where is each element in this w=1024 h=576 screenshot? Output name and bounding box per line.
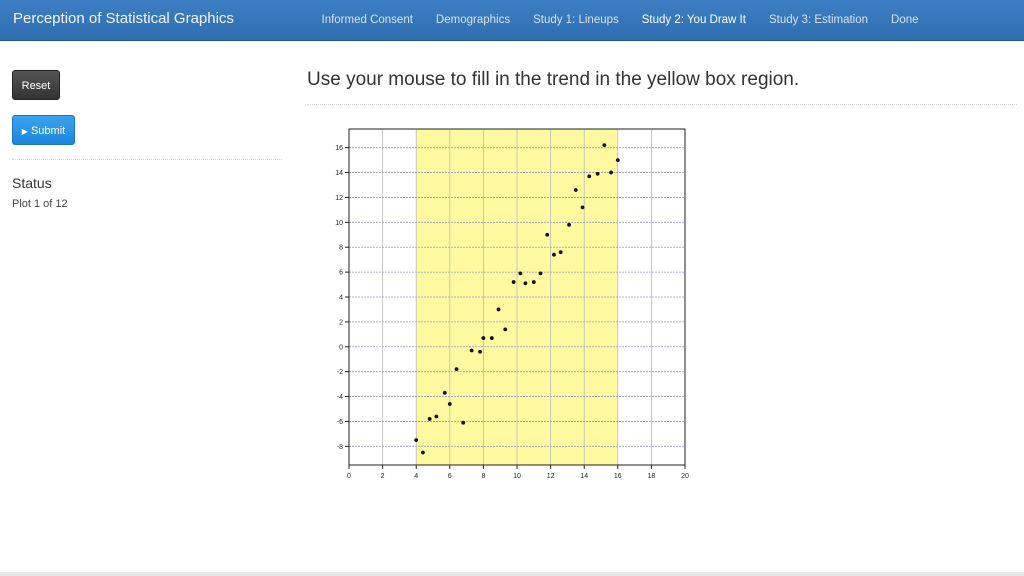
data-point bbox=[587, 174, 592, 179]
y-tick-label: 8 bbox=[339, 245, 343, 252]
y-tick-label: 0 bbox=[339, 344, 343, 351]
you-draw-it-plot[interactable]: 0 2 4 6 8 10 12 14 16 18 20 -8 -6 -4 -2 0 2 4 6 8 10 12 14 16 bbox=[330, 122, 700, 489]
data-point bbox=[523, 281, 528, 286]
y-tick-label: 6 bbox=[339, 270, 343, 277]
y-tick-label: -4 bbox=[337, 394, 343, 401]
main-divider bbox=[307, 104, 1017, 105]
nav-study2-you-draw-it[interactable]: Study 2: You Draw It bbox=[641, 14, 746, 26]
y-tick-label: -2 bbox=[337, 369, 343, 376]
data-point bbox=[531, 280, 536, 284]
data-point bbox=[518, 271, 523, 276]
data-point bbox=[567, 222, 571, 227]
x-tick-label: 6 bbox=[448, 473, 452, 480]
data-point bbox=[503, 327, 508, 332]
data-point bbox=[552, 252, 556, 257]
data-point bbox=[545, 232, 550, 237]
y-tick-label: -8 bbox=[337, 444, 343, 451]
x-tick-label: 20 bbox=[681, 473, 689, 480]
data-point bbox=[602, 143, 607, 148]
x-tick-label: 14 bbox=[580, 473, 588, 480]
x-tick-label: 12 bbox=[547, 473, 555, 480]
app-brand[interactable]: Perception of Statistical Graphics bbox=[13, 10, 234, 27]
x-tick-label: 16 bbox=[614, 473, 622, 480]
data-point bbox=[414, 438, 419, 443]
data-point bbox=[580, 205, 585, 210]
reset-button[interactable]: Reset bbox=[12, 70, 60, 100]
sidebar-divider bbox=[12, 159, 282, 160]
data-point bbox=[469, 348, 474, 353]
nav-informed-consent[interactable]: Informed Consent bbox=[321, 14, 413, 26]
data-point bbox=[558, 250, 563, 255]
data-point bbox=[461, 420, 466, 425]
data-point bbox=[481, 336, 486, 340]
nav-demographics[interactable]: Demographics bbox=[435, 14, 511, 26]
scatter-chart[interactable]: 0 2 4 6 8 10 12 14 16 18 20 -8 -6 -4 -2 0 2 4 6 8 10 12 14 16 bbox=[330, 122, 700, 484]
y-tick-label: 10 bbox=[335, 220, 343, 227]
data-point bbox=[609, 170, 613, 175]
data-point bbox=[442, 390, 447, 395]
submit-label: Submit bbox=[30, 125, 66, 137]
data-point bbox=[511, 280, 516, 284]
instruction-heading: Use your mouse to fill in the trend in t… bbox=[307, 69, 800, 90]
data-point bbox=[421, 450, 425, 455]
data-point bbox=[447, 402, 452, 406]
x-tick-label: 0 bbox=[347, 473, 351, 480]
y-tick-label: 4 bbox=[339, 295, 343, 302]
status-heading: Status bbox=[12, 175, 52, 191]
nav-done[interactable]: Done bbox=[891, 14, 919, 26]
data-point bbox=[478, 349, 482, 354]
y-tick-label: -6 bbox=[337, 419, 343, 426]
data-point bbox=[454, 367, 459, 372]
data-point bbox=[538, 271, 543, 276]
data-point bbox=[615, 158, 620, 163]
data-point bbox=[496, 307, 501, 312]
nav-study1-lineups[interactable]: Study 1: Lineups bbox=[533, 14, 619, 26]
nav-menu: Informed Consent Demographics Study 1: L… bbox=[310, 0, 930, 40]
data-point bbox=[434, 414, 439, 419]
data-point bbox=[489, 336, 494, 340]
submit-button[interactable]: ▶ Submit bbox=[12, 115, 75, 145]
x-tick-label: 2 bbox=[381, 473, 385, 480]
data-point bbox=[573, 188, 578, 192]
y-tick-label: 16 bbox=[335, 145, 343, 152]
x-tick-label: 4 bbox=[414, 473, 418, 480]
page-bottom-border bbox=[0, 572, 1024, 576]
y-tick-label: 2 bbox=[339, 319, 343, 326]
nav-study3-estimation[interactable]: Study 3: Estimation bbox=[768, 14, 869, 26]
data-point bbox=[595, 171, 600, 176]
x-tick-label: 8 bbox=[481, 473, 485, 480]
data-point bbox=[427, 417, 432, 421]
y-tick-label: 12 bbox=[335, 195, 343, 202]
y-tick-label: 14 bbox=[335, 170, 343, 177]
navbar: Perception of Statistical Graphics Infor… bbox=[0, 0, 1024, 41]
x-tick-label: 10 bbox=[513, 473, 521, 480]
play-caret-icon: ▶ bbox=[21, 127, 28, 136]
x-tick-label: 18 bbox=[648, 473, 656, 480]
status-text: Plot 1 of 12 bbox=[12, 198, 68, 210]
